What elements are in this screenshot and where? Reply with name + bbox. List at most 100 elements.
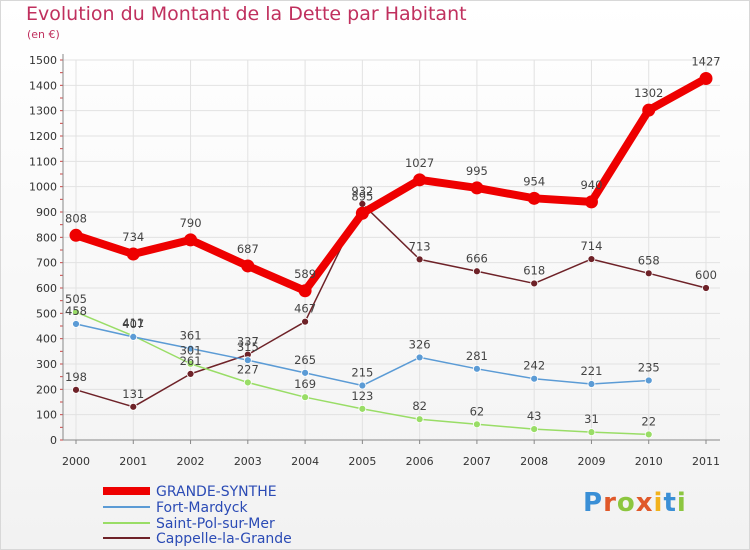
y-tick-label: 1100 bbox=[29, 155, 57, 168]
data-label: 1027 bbox=[405, 156, 434, 170]
data-label: 589 bbox=[294, 267, 316, 281]
legend-label: Cappelle-la-Grande bbox=[156, 531, 292, 547]
data-label: 198 bbox=[65, 370, 87, 384]
grid bbox=[63, 59, 720, 440]
x-tick-label: 2000 bbox=[62, 455, 90, 468]
data-label: 713 bbox=[409, 239, 431, 253]
data-label: 261 bbox=[180, 354, 202, 368]
data-point bbox=[72, 308, 80, 316]
x-tick-label: 2008 bbox=[520, 455, 548, 468]
data-label: 43 bbox=[527, 409, 542, 423]
data-label: 411 bbox=[122, 316, 144, 330]
data-point bbox=[243, 356, 252, 365]
data-point bbox=[241, 259, 255, 273]
data-label: 1302 bbox=[634, 86, 663, 100]
x-tick-label: 2007 bbox=[463, 455, 491, 468]
data-point bbox=[72, 385, 80, 394]
data-label: 1427 bbox=[691, 54, 720, 68]
y-tick-label: 300 bbox=[36, 358, 57, 371]
data-label: 326 bbox=[409, 337, 431, 351]
data-point bbox=[527, 191, 541, 205]
x-tick-label: 2011 bbox=[692, 455, 720, 468]
data-label: 31 bbox=[584, 412, 599, 426]
data-point bbox=[473, 420, 481, 429]
y-tick-label: 1000 bbox=[29, 181, 57, 194]
y-tick-label: 1400 bbox=[29, 79, 57, 92]
x-tick-label: 2009 bbox=[577, 455, 605, 468]
data-label: 714 bbox=[580, 239, 602, 253]
data-point bbox=[301, 393, 309, 402]
data-label: 265 bbox=[294, 353, 316, 367]
logo-letter: i bbox=[653, 488, 664, 518]
data-point bbox=[358, 381, 367, 390]
data-label: 221 bbox=[580, 364, 602, 378]
series-lines bbox=[69, 71, 713, 439]
data-point bbox=[415, 415, 424, 424]
y-tick-label: 1200 bbox=[29, 130, 57, 143]
y-tick-label: 400 bbox=[36, 333, 57, 346]
data-label: 734 bbox=[122, 230, 144, 244]
data-point bbox=[473, 364, 481, 373]
x-tick-label: 2004 bbox=[291, 455, 319, 468]
axes: 0 100 200 300 400 500 600 700 800 900 1000 1100 1200… bbox=[29, 54, 720, 468]
y-tick-label: 0 bbox=[50, 434, 57, 447]
data-label: 62 bbox=[470, 404, 485, 418]
data-point bbox=[355, 206, 369, 220]
x-tick-label: 2006 bbox=[406, 455, 434, 468]
data-point bbox=[644, 376, 653, 385]
x-tick-label: 2010 bbox=[635, 455, 663, 468]
data-label: 407 bbox=[122, 317, 144, 331]
data-point bbox=[301, 368, 309, 377]
data-point bbox=[587, 255, 596, 264]
data-point bbox=[702, 284, 710, 292]
y-tick-label: 600 bbox=[36, 282, 57, 295]
data-label: 337 bbox=[237, 335, 259, 349]
data-label: 169 bbox=[294, 377, 316, 391]
data-label: 281 bbox=[466, 349, 488, 363]
data-label: 242 bbox=[523, 359, 545, 373]
data-label: 235 bbox=[638, 360, 660, 374]
x-tick-label: 2002 bbox=[177, 455, 205, 468]
data-point bbox=[186, 344, 195, 353]
data-label: 658 bbox=[638, 253, 660, 267]
x-tick-label: 2001 bbox=[119, 455, 147, 468]
data-point bbox=[642, 103, 656, 117]
logo-letter: r bbox=[603, 488, 617, 518]
x-tick-label: 2003 bbox=[234, 455, 262, 468]
legend-label: GRANDE-SYNTHE bbox=[156, 484, 277, 500]
x-tick-label: 2005 bbox=[348, 455, 376, 468]
y-tick-label: 200 bbox=[36, 383, 57, 396]
legend-label: Saint-Pol-sur-Mer bbox=[156, 516, 275, 532]
data-point bbox=[413, 173, 427, 187]
data-labels: 1981312613374679327136666187146586005054… bbox=[65, 54, 721, 428]
logo-letter: o bbox=[616, 488, 636, 518]
chart-title: Evolution du Montant de la Dette par Hab… bbox=[26, 3, 467, 25]
data-point bbox=[530, 374, 539, 383]
logo-letter: i bbox=[676, 488, 687, 518]
data-label: 22 bbox=[641, 414, 656, 428]
y-tick-label: 900 bbox=[36, 206, 57, 219]
series-line-0 bbox=[72, 74, 710, 295]
data-label: 315 bbox=[237, 340, 259, 354]
y-tick-label: 100 bbox=[36, 409, 57, 422]
data-label: 808 bbox=[65, 211, 87, 225]
logo-letter: P bbox=[583, 488, 604, 518]
data-label: 227 bbox=[237, 362, 259, 376]
unit-label: (en €) bbox=[27, 28, 60, 41]
data-label: 932 bbox=[351, 184, 373, 198]
data-point bbox=[470, 181, 484, 195]
data-label: 131 bbox=[122, 387, 144, 401]
data-label: 82 bbox=[412, 399, 427, 413]
series-line-3 bbox=[75, 203, 707, 408]
data-label: 687 bbox=[237, 242, 259, 256]
proxiti-logo: Proxiti bbox=[583, 488, 687, 518]
y-tick-label: 1300 bbox=[29, 105, 57, 118]
data-label: 505 bbox=[65, 292, 87, 306]
data-label: 361 bbox=[180, 329, 202, 343]
data-point bbox=[129, 402, 138, 411]
logo-letter: t bbox=[663, 488, 677, 518]
data-label: 940 bbox=[580, 178, 602, 192]
data-point bbox=[644, 269, 653, 278]
